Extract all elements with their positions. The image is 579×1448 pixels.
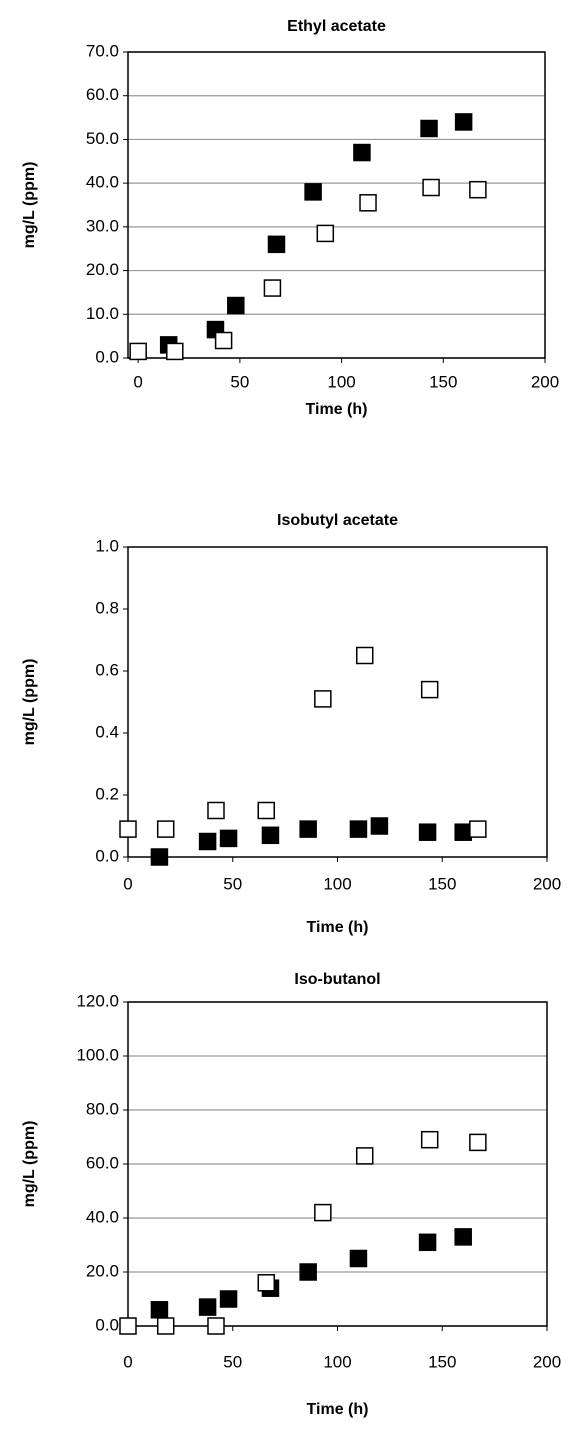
- marker: [349, 820, 368, 838]
- x-axis-label: Time (h): [307, 1401, 369, 1418]
- marker: [198, 1298, 217, 1316]
- x-tick-label: 150: [428, 874, 456, 893]
- marker: [418, 823, 437, 841]
- chart-title: Isobutyl acetate: [277, 512, 398, 529]
- marker: [198, 832, 217, 851]
- x-tick-label: 0: [133, 372, 142, 391]
- marker: [261, 826, 280, 845]
- x-axis-label: Time (h): [307, 919, 369, 936]
- marker: [314, 690, 332, 708]
- marker: [418, 1233, 437, 1252]
- plot-frame: [127, 51, 546, 359]
- y-tick-label: 50.0: [86, 129, 119, 148]
- marker: [227, 296, 245, 315]
- y-axis-label: mg/L (ppm): [21, 659, 38, 746]
- marker: [166, 342, 184, 361]
- marker: [359, 194, 377, 212]
- marker: [355, 646, 374, 665]
- x-tick-label: 50: [230, 372, 249, 391]
- marker: [454, 113, 473, 131]
- y-tick-label: 100.0: [76, 1045, 119, 1064]
- marker: [119, 820, 137, 838]
- x-tick-label: 150: [429, 372, 457, 391]
- marker: [219, 829, 238, 848]
- marker: [314, 1203, 332, 1222]
- x-axis-label: Time (h): [306, 401, 368, 418]
- x-tick-label: 150: [428, 1352, 456, 1371]
- marker: [316, 224, 335, 243]
- marker: [257, 1274, 276, 1292]
- marker: [299, 820, 317, 838]
- y-tick-label: 0.2: [95, 784, 119, 803]
- marker: [150, 1301, 169, 1319]
- marker: [454, 823, 472, 841]
- chart-title: Iso-butanol: [294, 971, 380, 988]
- x-tick-label: 50: [223, 874, 242, 893]
- x-tick-label: 50: [223, 1352, 242, 1371]
- marker: [355, 1147, 374, 1165]
- plot-frame: [127, 1001, 548, 1327]
- marker: [129, 342, 147, 361]
- y-tick-label: 0.6: [95, 660, 119, 679]
- marker: [257, 801, 276, 820]
- y-tick-label: 80.0: [86, 1099, 119, 1118]
- y-tick-label: 40.0: [86, 1207, 119, 1226]
- marker: [207, 801, 225, 820]
- y-tick-label: 0.0: [95, 846, 119, 865]
- marker: [420, 119, 438, 138]
- x-tick-label: 0: [123, 874, 132, 893]
- y-tick-label: 20.0: [86, 260, 119, 279]
- x-tick-label: 0: [123, 1352, 132, 1371]
- x-tick-label: 200: [533, 874, 561, 893]
- marker: [469, 180, 487, 199]
- y-tick-label: 30.0: [86, 216, 119, 235]
- y-tick-label: 60.0: [86, 1153, 119, 1172]
- y-tick-label: 20.0: [86, 1261, 119, 1280]
- x-tick-label: 100: [327, 372, 355, 391]
- marker: [150, 848, 169, 866]
- marker: [420, 680, 439, 699]
- marker: [353, 143, 371, 162]
- x-tick-label: 100: [323, 1352, 351, 1371]
- marker: [422, 178, 440, 197]
- marker: [207, 1317, 225, 1335]
- chart-title: Ethyl acetate: [287, 18, 386, 35]
- marker: [370, 817, 389, 835]
- marker: [469, 1133, 487, 1152]
- marker: [156, 820, 175, 838]
- marker: [349, 1249, 368, 1268]
- y-tick-label: 70.0: [86, 41, 119, 60]
- y-tick-label: 10.0: [86, 304, 119, 323]
- marker: [214, 331, 233, 350]
- y-tick-label: 40.0: [86, 173, 119, 192]
- marker: [219, 1290, 238, 1308]
- marker: [304, 183, 322, 201]
- y-axis-label: mg/L (ppm): [21, 1121, 38, 1208]
- x-tick-label: 100: [323, 874, 351, 893]
- marker: [420, 1130, 439, 1149]
- y-tick-label: 60.0: [86, 85, 119, 104]
- y-tick-label: 1.0: [95, 536, 119, 555]
- marker: [469, 820, 487, 838]
- marker: [267, 235, 286, 254]
- plot-frame: [127, 546, 548, 858]
- y-tick-label: 0.0: [95, 347, 119, 366]
- y-tick-label: 0.0: [95, 1315, 119, 1334]
- x-tick-label: 200: [531, 372, 559, 391]
- x-tick-label: 200: [533, 1352, 561, 1371]
- y-tick-label: 120.0: [76, 991, 119, 1010]
- marker: [454, 1228, 472, 1246]
- y-tick-label: 0.8: [95, 598, 119, 617]
- marker: [119, 1317, 137, 1335]
- marker: [156, 1317, 175, 1335]
- marker: [263, 279, 282, 297]
- y-axis-label: mg/L (ppm): [21, 162, 38, 249]
- y-tick-label: 0.4: [95, 722, 119, 741]
- marker: [299, 1263, 317, 1281]
